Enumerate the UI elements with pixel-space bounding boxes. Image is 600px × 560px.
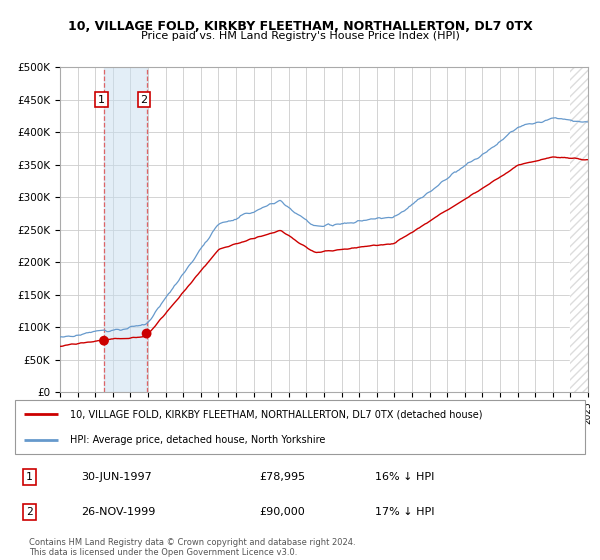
Text: 1: 1 (98, 95, 105, 105)
Text: 1: 1 (26, 472, 32, 482)
Text: £78,995: £78,995 (260, 472, 306, 482)
Text: 30-JUN-1997: 30-JUN-1997 (81, 472, 152, 482)
Point (142, 329, 151, 338)
Text: 26-NOV-1999: 26-NOV-1999 (81, 507, 155, 517)
Text: 10, VILLAGE FOLD, KIRKBY FLEETHAM, NORTHALLERTON, DL7 0TX: 10, VILLAGE FOLD, KIRKBY FLEETHAM, NORTH… (68, 20, 532, 32)
Text: £90,000: £90,000 (260, 507, 305, 517)
Bar (571, 67, 588, 392)
Text: HPI: Average price, detached house, North Yorkshire: HPI: Average price, detached house, Nort… (70, 435, 325, 445)
Text: Contains HM Land Registry data © Crown copyright and database right 2024.
This d: Contains HM Land Registry data © Crown c… (29, 538, 356, 557)
Text: 16% ↓ HPI: 16% ↓ HPI (375, 472, 434, 482)
Text: 17% ↓ HPI: 17% ↓ HPI (375, 507, 434, 517)
Text: Price paid vs. HM Land Registry's House Price Index (HPI): Price paid vs. HM Land Registry's House … (140, 31, 460, 41)
FancyBboxPatch shape (15, 400, 585, 454)
Text: 10, VILLAGE FOLD, KIRKBY FLEETHAM, NORTHALLERTON, DL7 0TX (detached house): 10, VILLAGE FOLD, KIRKBY FLEETHAM, NORTH… (70, 409, 482, 419)
Text: 2: 2 (140, 95, 148, 105)
Text: 2: 2 (26, 507, 32, 517)
Bar (571, 67, 588, 392)
Bar (104, 67, 146, 392)
Point (99, 336, 109, 345)
